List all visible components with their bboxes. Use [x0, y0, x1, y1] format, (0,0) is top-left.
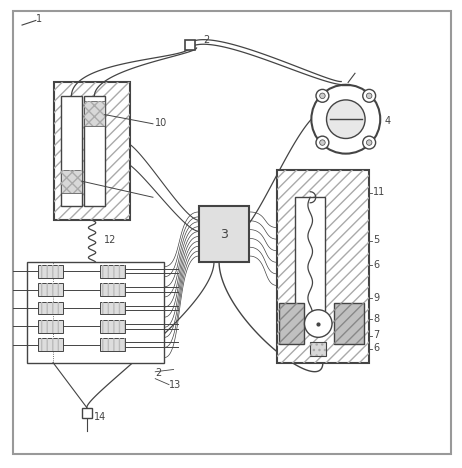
Bar	[54, 82, 130, 220]
Circle shape	[316, 136, 329, 149]
Bar	[38, 338, 63, 351]
Circle shape	[320, 140, 325, 146]
Text: 10: 10	[155, 118, 168, 128]
Bar	[279, 303, 304, 344]
Text: 6: 6	[373, 260, 379, 270]
Text: 7: 7	[373, 330, 380, 340]
Bar	[100, 320, 125, 333]
Circle shape	[366, 140, 372, 146]
Bar	[38, 338, 63, 351]
Bar	[100, 338, 125, 351]
Bar	[38, 320, 63, 333]
Circle shape	[363, 136, 376, 149]
Bar	[84, 101, 105, 126]
Circle shape	[366, 93, 372, 99]
Bar	[277, 170, 369, 363]
Bar	[295, 197, 325, 321]
Text: 6: 6	[373, 343, 379, 353]
Text: 13: 13	[169, 380, 181, 390]
Text: 2: 2	[155, 368, 162, 378]
Bar	[38, 265, 63, 278]
Circle shape	[304, 310, 332, 337]
Text: 14: 14	[94, 412, 106, 422]
Text: 1: 1	[36, 14, 42, 24]
Bar	[310, 342, 326, 356]
Bar	[100, 265, 125, 278]
Bar	[61, 170, 82, 193]
Bar	[38, 265, 63, 278]
Bar	[38, 283, 63, 296]
Bar	[100, 301, 125, 314]
Bar	[38, 301, 63, 314]
Bar	[27, 262, 164, 363]
Circle shape	[327, 100, 365, 139]
Bar	[61, 170, 82, 193]
Bar	[100, 338, 125, 351]
Circle shape	[320, 93, 325, 99]
Bar	[334, 303, 364, 344]
Bar	[38, 320, 63, 333]
Text: 4: 4	[385, 116, 391, 126]
Circle shape	[311, 85, 380, 154]
Text: 8: 8	[373, 314, 379, 324]
Text: 12: 12	[103, 235, 116, 245]
Bar	[277, 170, 369, 363]
Bar	[100, 320, 125, 333]
Bar	[310, 342, 326, 356]
Bar	[100, 283, 125, 296]
Bar	[185, 40, 195, 51]
Text: 5: 5	[373, 235, 380, 245]
Circle shape	[316, 89, 329, 102]
Bar	[84, 96, 105, 206]
Bar	[334, 303, 364, 344]
Bar	[100, 301, 125, 314]
Text: 9: 9	[373, 292, 379, 303]
Bar	[84, 101, 105, 126]
Bar	[199, 206, 249, 262]
Circle shape	[363, 89, 376, 102]
Bar	[100, 265, 125, 278]
Bar	[38, 283, 63, 296]
Bar	[54, 82, 130, 220]
Text: 11: 11	[373, 187, 386, 197]
Text: 3: 3	[220, 227, 228, 241]
Bar	[100, 283, 125, 296]
Bar	[38, 301, 63, 314]
Bar	[61, 96, 82, 206]
Bar	[82, 408, 92, 417]
Bar	[279, 303, 304, 344]
Text: 2: 2	[203, 36, 210, 45]
